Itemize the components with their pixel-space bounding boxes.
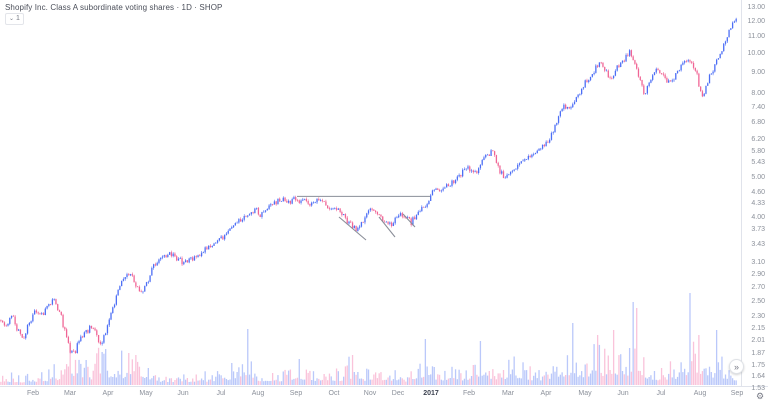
price-axis-label: 1.87 bbox=[751, 349, 765, 357]
price-axis[interactable]: 13.00 12.00 11.00 10.00 9.00 8.00 7.40 6.80 6.20… bbox=[742, 0, 768, 402]
time-axis-label: Mar bbox=[63, 390, 77, 397]
legend-hidden-count: 1 bbox=[16, 15, 20, 22]
price-axis-label: 1.75 bbox=[751, 361, 765, 369]
price-axis-label: 9.00 bbox=[751, 69, 765, 77]
time-axis-label: Mar bbox=[501, 390, 515, 397]
volume-series bbox=[0, 293, 737, 385]
time-axis-label: 2017 bbox=[423, 390, 439, 397]
time-axis-label: Oct bbox=[328, 390, 340, 397]
price-axis-label: 2.50 bbox=[751, 297, 765, 305]
time-axis-label: Dec bbox=[391, 390, 405, 397]
gear-icon: ⚙ bbox=[755, 390, 765, 401]
price-axis-label: 6.20 bbox=[751, 135, 765, 143]
price-axis-label: 12.00 bbox=[747, 17, 765, 25]
time-axis-label: Jun bbox=[177, 390, 189, 397]
time-axis-label: Aug bbox=[251, 390, 265, 397]
diagonal-trendline bbox=[402, 213, 416, 228]
symbol-title[interactable]: Shopify Inc. Class A subordinate voting … bbox=[5, 3, 223, 12]
price-axis-label: 5.43 bbox=[751, 159, 765, 167]
price-axis-label: 2.90 bbox=[751, 271, 765, 279]
time-axis-label: Apr bbox=[102, 390, 114, 397]
diagonal-trendline bbox=[378, 216, 396, 238]
price-axis-label: 4.60 bbox=[751, 188, 765, 196]
price-axis-label: 1.53 bbox=[751, 385, 765, 393]
time-axis-divider bbox=[0, 386, 768, 387]
price-axis-label: 2.01 bbox=[751, 336, 765, 344]
time-axis-label: May bbox=[578, 390, 592, 397]
price-axis-label: 3.73 bbox=[751, 226, 765, 234]
price-axis-label: 2.30 bbox=[751, 312, 765, 320]
diagonal-trendline bbox=[338, 216, 367, 241]
legend-collapse-chip[interactable]: ⌄ 1 bbox=[5, 13, 24, 25]
time-axis-label: Sep bbox=[730, 390, 744, 397]
price-axis-label: 11.00 bbox=[748, 33, 765, 41]
time-axis-label: Aug bbox=[693, 390, 707, 397]
go-to-realtime-button[interactable]: » bbox=[729, 359, 744, 374]
double-chevron-right-icon: » bbox=[733, 361, 739, 372]
time-axis-label: Jul bbox=[216, 390, 226, 397]
time-axis-label: Sep bbox=[289, 390, 303, 397]
price-axis-label: 2.15 bbox=[751, 324, 765, 332]
price-axis-label: 2.70 bbox=[751, 284, 765, 291]
price-axis-label: 4.33 bbox=[751, 199, 765, 207]
price-axis-label: 4.00 bbox=[751, 213, 765, 221]
time-axis-label: Feb bbox=[26, 390, 40, 397]
chevron-down-icon: ⌄ bbox=[9, 16, 15, 22]
price-axis-label: 8.00 bbox=[751, 90, 765, 98]
price-axis-label: 3.10 bbox=[751, 259, 765, 267]
price-axis-label: 5.00 bbox=[751, 174, 765, 182]
time-axis-label: May bbox=[139, 390, 153, 397]
price-axis-label: 7.40 bbox=[751, 104, 765, 112]
drawing-annotations[interactable] bbox=[297, 195, 430, 241]
price-axis-divider bbox=[741, 0, 742, 386]
price-axis-label: 5.80 bbox=[751, 147, 765, 155]
price-axis-label: 6.80 bbox=[751, 119, 765, 127]
time-axis-label: Jun bbox=[617, 390, 629, 397]
price-axis-label: 10.00 bbox=[747, 50, 765, 58]
time-axis-label: Jul bbox=[656, 390, 666, 397]
time-axis-settings-button[interactable]: ⚙ bbox=[753, 390, 767, 401]
price-axis-label: 3.43 bbox=[751, 241, 765, 249]
price-axis-label: 1.64 bbox=[751, 373, 765, 380]
time-axis-label: Apr bbox=[540, 390, 552, 397]
candlestick-series bbox=[0, 17, 737, 354]
time-axis-label: Feb bbox=[462, 390, 476, 397]
time-axis[interactable]: Feb Mar Apr May Jun Jul Aug Sep Oct Nov Dec 2017 Feb… bbox=[0, 388, 744, 402]
time-axis-label: Nov bbox=[363, 390, 377, 397]
price-axis-label: 13.00 bbox=[747, 3, 765, 11]
